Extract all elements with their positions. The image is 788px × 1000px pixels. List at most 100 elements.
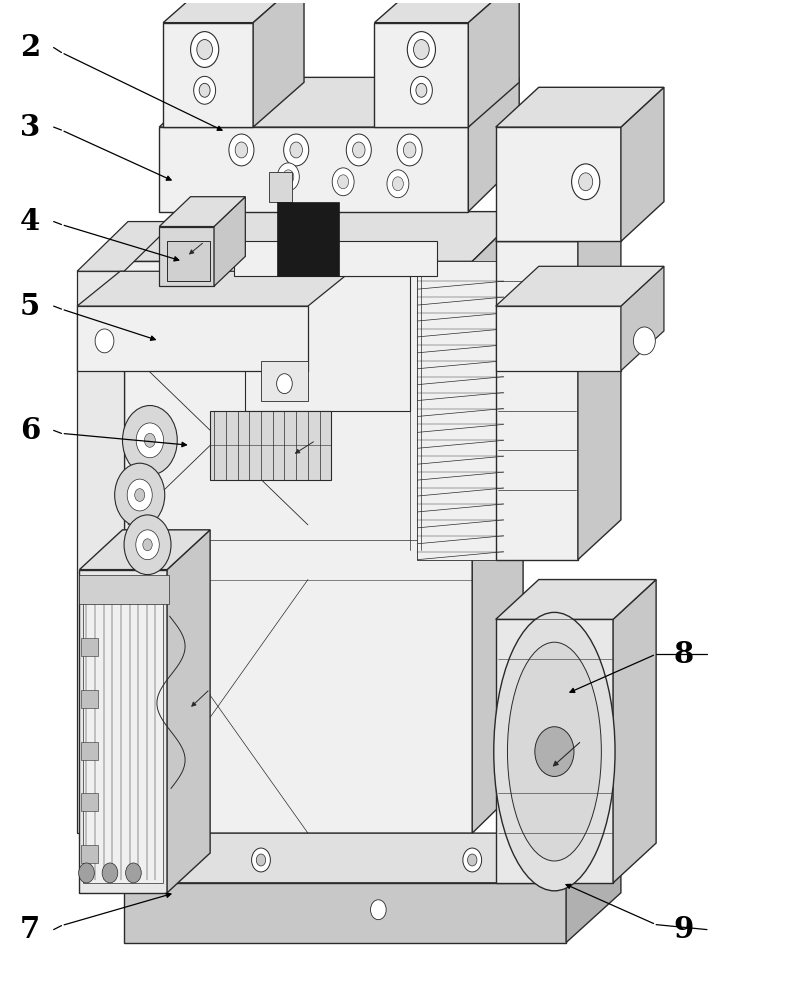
Circle shape — [79, 863, 95, 883]
Circle shape — [634, 327, 656, 355]
Circle shape — [467, 854, 477, 866]
Circle shape — [194, 76, 216, 104]
Text: 2: 2 — [20, 33, 40, 62]
Circle shape — [115, 463, 165, 527]
Ellipse shape — [494, 612, 615, 891]
Circle shape — [346, 134, 371, 166]
Bar — [80, 575, 169, 604]
Circle shape — [403, 142, 416, 158]
Polygon shape — [233, 241, 437, 276]
Text: 7: 7 — [20, 915, 40, 944]
Polygon shape — [80, 570, 167, 893]
Polygon shape — [124, 833, 621, 883]
Polygon shape — [77, 222, 175, 271]
Polygon shape — [269, 172, 292, 202]
Text: 4: 4 — [20, 207, 40, 236]
Circle shape — [571, 164, 600, 200]
Circle shape — [397, 134, 422, 166]
Circle shape — [338, 175, 348, 189]
Circle shape — [333, 168, 354, 196]
Polygon shape — [159, 227, 214, 286]
Polygon shape — [566, 833, 621, 943]
Polygon shape — [163, 23, 253, 127]
Polygon shape — [159, 77, 519, 127]
Bar — [418, 261, 504, 560]
Polygon shape — [496, 580, 656, 619]
Polygon shape — [210, 410, 332, 480]
Polygon shape — [496, 619, 613, 883]
Circle shape — [284, 134, 309, 166]
Circle shape — [414, 40, 429, 59]
Circle shape — [191, 32, 219, 67]
Polygon shape — [496, 202, 621, 241]
Text: 8: 8 — [674, 640, 693, 669]
Bar — [81, 638, 98, 656]
Circle shape — [535, 727, 574, 776]
Bar — [81, 845, 98, 863]
Circle shape — [392, 177, 403, 191]
Circle shape — [135, 489, 145, 501]
Polygon shape — [80, 530, 210, 570]
Polygon shape — [374, 0, 519, 23]
Circle shape — [387, 170, 409, 198]
Polygon shape — [621, 87, 664, 241]
Polygon shape — [277, 202, 339, 276]
Circle shape — [136, 423, 164, 458]
Circle shape — [251, 848, 270, 872]
Polygon shape — [261, 361, 308, 401]
Circle shape — [578, 173, 593, 191]
Circle shape — [122, 406, 177, 475]
Polygon shape — [468, 77, 519, 212]
Polygon shape — [77, 306, 308, 371]
Circle shape — [95, 329, 114, 353]
Polygon shape — [496, 87, 664, 127]
Circle shape — [256, 854, 266, 866]
Circle shape — [136, 530, 159, 560]
Polygon shape — [468, 0, 519, 127]
Circle shape — [370, 900, 386, 920]
Circle shape — [144, 433, 155, 447]
Polygon shape — [374, 23, 468, 127]
Circle shape — [102, 863, 117, 883]
Circle shape — [407, 32, 436, 67]
Bar — [81, 742, 98, 760]
Polygon shape — [167, 530, 210, 893]
Polygon shape — [496, 266, 664, 306]
Circle shape — [197, 40, 213, 59]
Text: 3: 3 — [20, 113, 40, 142]
Polygon shape — [621, 266, 664, 371]
Polygon shape — [472, 212, 523, 833]
Polygon shape — [214, 197, 245, 286]
Circle shape — [283, 170, 294, 184]
Circle shape — [127, 479, 152, 511]
Circle shape — [199, 83, 210, 97]
Polygon shape — [124, 883, 566, 943]
Polygon shape — [496, 241, 578, 560]
Circle shape — [352, 142, 365, 158]
Polygon shape — [163, 0, 304, 23]
Bar — [81, 793, 98, 811]
Circle shape — [290, 142, 303, 158]
Polygon shape — [496, 127, 621, 241]
Circle shape — [125, 863, 141, 883]
Text: 6: 6 — [20, 416, 40, 445]
Text: 9: 9 — [673, 915, 693, 944]
Circle shape — [229, 134, 254, 166]
Circle shape — [411, 76, 433, 104]
Circle shape — [463, 848, 481, 872]
Polygon shape — [159, 127, 468, 212]
Polygon shape — [159, 197, 245, 227]
Polygon shape — [496, 306, 621, 371]
Circle shape — [143, 539, 152, 551]
Circle shape — [235, 142, 247, 158]
Polygon shape — [77, 271, 351, 306]
Polygon shape — [124, 212, 523, 261]
Polygon shape — [77, 271, 124, 833]
Polygon shape — [84, 580, 163, 883]
Text: 5: 5 — [20, 292, 40, 321]
Polygon shape — [124, 261, 472, 833]
Polygon shape — [245, 276, 410, 410]
Polygon shape — [167, 241, 210, 281]
Circle shape — [277, 374, 292, 394]
Polygon shape — [253, 0, 304, 127]
